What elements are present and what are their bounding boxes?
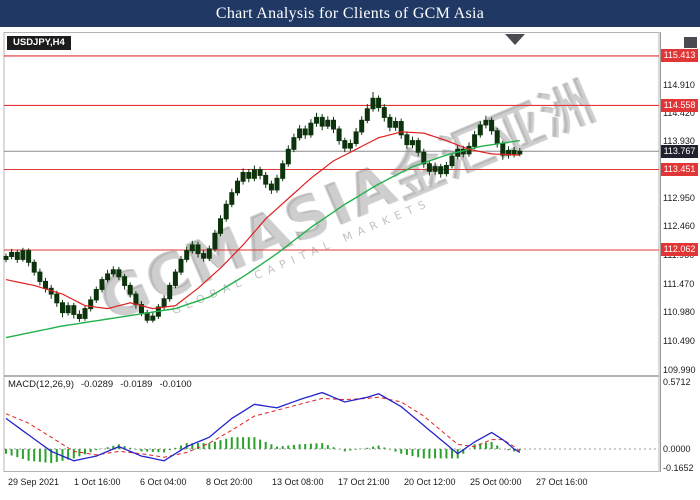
ma-green-line xyxy=(5,139,520,339)
time-axis-label: 17 Oct 21:00 xyxy=(338,477,390,487)
macd-value: -0.0289 xyxy=(81,379,114,390)
price-axis-label: 110.980 xyxy=(663,307,695,318)
price-axis-label: 114.420 xyxy=(663,107,695,118)
macd-indicator-canvas[interactable] xyxy=(0,376,700,472)
plot-border xyxy=(3,32,660,376)
ma-red-line xyxy=(5,131,520,310)
price-axis-label: 109.990 xyxy=(663,364,696,375)
current-price-badge: 113.767 xyxy=(661,144,698,158)
time-axis-label: 25 Oct 00:00 xyxy=(470,477,522,487)
price-level-badge: 115.413 xyxy=(661,49,698,63)
page-title: Chart Analysis for Clients of GCM Asia xyxy=(0,0,700,27)
price-chart-canvas[interactable] xyxy=(0,32,700,376)
price-level-badge: 113.451 xyxy=(661,163,698,177)
macd-axis-label: 0.0000 xyxy=(663,444,691,454)
macd-hist-value: -0.0100 xyxy=(159,379,192,390)
chart-shift-marker xyxy=(505,34,525,45)
level-lines xyxy=(4,55,659,251)
macd-main-line xyxy=(5,391,521,462)
price-axis-label: 114.910 xyxy=(663,79,695,90)
symbol-timeframe-label: USDJPY,H4 xyxy=(7,36,71,50)
candlesticks xyxy=(3,92,523,324)
macd-axis-label: 0.5712 xyxy=(663,376,691,387)
price-axis-divider xyxy=(660,32,661,472)
macd-signal-line xyxy=(5,396,521,458)
macd-name: MACD(12,26,9) xyxy=(8,379,74,390)
time-axis-label: 20 Oct 12:00 xyxy=(404,477,456,487)
time-axis-label: 6 Oct 04:00 xyxy=(140,477,187,487)
time-axis-label: 1 Oct 16:00 xyxy=(74,477,121,487)
time-axis-label: 27 Oct 16:00 xyxy=(536,477,588,487)
macd-axis-label: -0.1652 xyxy=(663,463,694,474)
price-axis-label: 110.490 xyxy=(663,335,695,346)
time-axis-label: 8 Oct 20:00 xyxy=(206,477,253,487)
time-axis-label: 13 Oct 08:00 xyxy=(272,477,324,487)
price-level-badge: 114.558 xyxy=(661,98,698,112)
scroll-to-end-marker[interactable] xyxy=(684,37,697,48)
price-axis-label: 112.460 xyxy=(663,221,695,232)
time-axis-label: 29 Sep 2021 xyxy=(8,477,60,487)
macd-indicator-label: MACD(12,26,9) -0.0289 -0.0189 -0.0100 xyxy=(8,379,199,390)
macd-signal-value: -0.0189 xyxy=(120,379,153,390)
price-level-badge: 112.062 xyxy=(661,243,698,257)
price-axis-label: 113.930 xyxy=(663,136,695,147)
macd-border xyxy=(3,376,660,472)
price-axis-label: 111.470 xyxy=(663,278,695,289)
price-axis-label: 112.950 xyxy=(663,193,695,204)
